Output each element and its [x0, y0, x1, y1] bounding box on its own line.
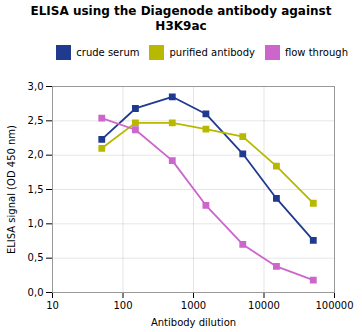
svg-text:1,0: 1,0 [28, 218, 44, 229]
svg-text:10: 10 [46, 300, 59, 311]
svg-text:0,0: 0,0 [28, 287, 44, 298]
svg-text:0,5: 0,5 [28, 252, 44, 263]
html-text:flow through: flow through [284, 47, 348, 58]
svg-text:1,5: 1,5 [28, 184, 44, 195]
svg-text:ELISA signal (OD 450 nm): ELISA signal (OD 450 nm) [6, 125, 17, 254]
svg-text:10000: 10000 [248, 300, 280, 311]
html-text:ELISA using the Diagenode anti: ELISA using the Diagenode antibody again… [30, 4, 332, 33]
svg-text:1000: 1000 [181, 300, 206, 311]
html-text:crude serum: crude serum [76, 47, 140, 58]
svg-text:100000: 100000 [315, 300, 353, 311]
svg-text:100: 100 [113, 300, 132, 311]
svg-text:Antibody dilution: Antibody dilution [151, 317, 236, 328]
html-text:purified antibody: purified antibody [169, 47, 255, 58]
svg-text:2,5: 2,5 [28, 115, 44, 126]
svg-text:3,0: 3,0 [28, 81, 44, 92]
svg-text:2,0: 2,0 [28, 149, 44, 160]
